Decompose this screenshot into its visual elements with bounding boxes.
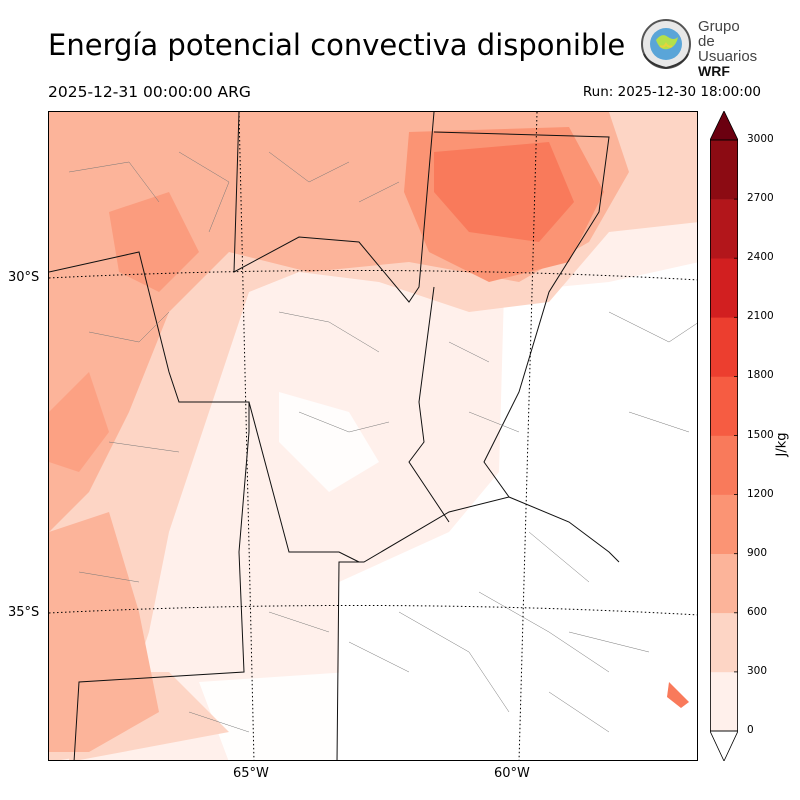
logo-line-2: Usuarios <box>698 48 758 65</box>
colorbar-segment <box>710 317 738 377</box>
colorbar-segment <box>710 435 738 495</box>
valid-time: 2025-12-31 00:00:00 ARG <box>48 83 251 101</box>
colorbar-tick-label: 1500 <box>747 428 774 441</box>
colorbar-segment <box>710 671 738 732</box>
colorbar-segment <box>710 612 738 673</box>
colorbar-tick-label: 0 <box>747 724 754 736</box>
colorbar-segment <box>710 199 738 259</box>
department-borders <box>68 151 697 733</box>
colorbar-tick-label: 3000 <box>747 133 774 145</box>
colorbar-under-arrow <box>710 730 738 761</box>
colorbar-segment <box>710 494 738 554</box>
cape-band-900-nw <box>109 192 199 292</box>
run-time: Run: 2025-12-30 18:00:00 <box>582 84 761 100</box>
cape-field-map <box>49 112 697 760</box>
colorbar-tick-label: 900 <box>747 546 768 559</box>
colorbar-segment <box>710 376 738 436</box>
cape-band-1200 <box>434 142 574 242</box>
colorbar-tick-label: 2400 <box>747 251 774 264</box>
logo-line-3: WRF <box>698 63 730 79</box>
colorbar-tick-label: 2700 <box>747 192 774 205</box>
logo-line-1: Grupo de <box>698 18 740 50</box>
colorbar-tick-label: 2100 <box>747 310 774 323</box>
cape-band-300 <box>49 112 697 760</box>
colorbar-segment <box>710 258 738 318</box>
map-title: Energía potencial convectiva disponible <box>48 28 626 62</box>
colorbar-tick-label: 1800 <box>747 369 774 382</box>
colorbar-over-arrow <box>710 111 738 141</box>
colorbar-segment <box>710 553 738 614</box>
wrf-users-logo: Grupo de Usuarios WRF <box>638 16 758 79</box>
colorbar-tick-label: 1200 <box>747 487 774 500</box>
globe-emblem-icon <box>641 19 691 70</box>
cape-band-600-west <box>49 512 159 752</box>
cape-zero-region <box>339 262 697 760</box>
colorbar-segment <box>710 140 738 200</box>
lon-label-60w: 60°W <box>494 766 530 781</box>
lat-label-30s: 30°S <box>8 270 40 285</box>
colorbar-tick-label: 300 <box>747 664 768 677</box>
map-panel[interactable] <box>48 111 698 761</box>
graticule <box>49 112 697 760</box>
cape-band-1200-coast <box>667 682 689 708</box>
cape-band-900-west <box>49 372 109 472</box>
logo-text: Grupo de Usuarios WRF <box>698 19 758 79</box>
colorbar <box>710 111 738 761</box>
colorbar-unit-label: J/kg <box>774 432 790 457</box>
lon-label-65w: 65°W <box>233 766 269 781</box>
lat-label-35s: 35°S <box>8 605 40 620</box>
colorbar-tick-label: 600 <box>747 605 768 618</box>
cape-zero-south <box>199 672 349 760</box>
cape-zero-patch <box>279 392 379 492</box>
